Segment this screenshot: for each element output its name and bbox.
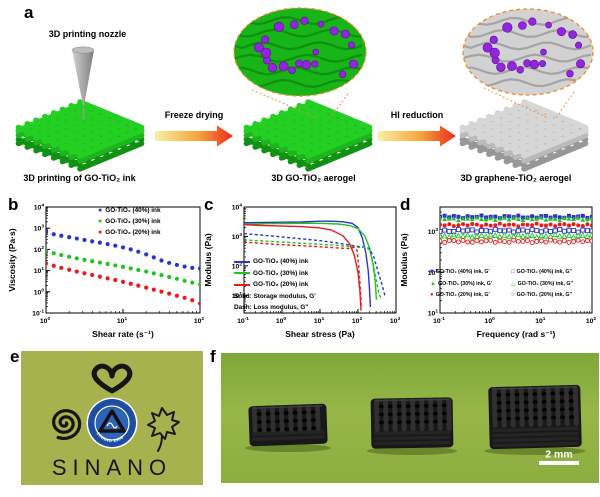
svg-text:10-1: 10-1 (237, 316, 249, 325)
svg-text:102: 102 (586, 316, 597, 325)
svg-text:103: 103 (34, 224, 45, 233)
chart-c-legend: GO-TiO₂ (40%) ink GO-TiO₂ (30%) ink GO-TiO… (234, 256, 316, 314)
photo-f-printed-aerogel-samples: 2 mm (221, 353, 599, 483)
freeze-drying-label: Freeze drying (164, 110, 224, 120)
printed-sinano-text: SINANO (52, 455, 172, 480)
legend-item: ● GO-TiO₂ (30%) ink (98, 218, 161, 225)
svg-text:102: 102 (428, 268, 439, 277)
panel-label-b: b (8, 195, 19, 214)
caption-go-tio2-aerogel: 3D GO-TiO₂ aerogel (271, 173, 356, 183)
hi-reduction-label: HI reduction (390, 110, 444, 120)
nozzle-label: 3D printing nozzle (48, 29, 127, 39)
svg-text:101: 101 (428, 309, 439, 318)
svg-text:Shear rate (s⁻¹): Shear rate (s⁻¹) (92, 329, 154, 339)
legend-note: Dash: Loss modulus, G" (234, 304, 309, 312)
svg-text:102: 102 (232, 261, 243, 270)
svg-text:10-1: 10-1 (32, 309, 44, 318)
svg-text:104: 104 (34, 203, 45, 212)
svg-text:103: 103 (428, 227, 439, 236)
svg-text:101: 101 (232, 291, 243, 300)
legend-item: ○ GO-TiO₂ (20%) ink, G" (511, 292, 573, 298)
chart-d-legend: ■ GO-TiO₂ (40%) ink, G' □ GO-TiO₂ (40%) ink… (430, 267, 593, 300)
caption-graphene-aerogel: 3D graphene-TiO₂ aerogel (460, 173, 572, 183)
legend-item: ▲ GO-TiO₂ (30%) ink, G' (430, 280, 493, 287)
svg-text:100: 100 (40, 316, 51, 325)
svg-text:Modulus (Pa): Modulus (Pa) (203, 233, 213, 287)
legend-item: GO-TiO₂ (30%) ink (234, 268, 316, 280)
svg-text:Viscosity (Pa·s): Viscosity (Pa·s) (7, 228, 17, 291)
panel-label-e: e (10, 347, 20, 366)
panel-label-d: d (400, 195, 411, 214)
legend-item: ● GO-TiO₂ (20%) ink (98, 229, 161, 236)
legend-note: Solid: Storage modulus, G' (234, 292, 316, 300)
chart-d-modulus-vs-frequency: 10-1 100 101 102 101 102 103 Frequency (rad s⁻¹… (399, 206, 597, 339)
svg-text:103: 103 (232, 232, 243, 241)
svg-text:102: 102 (34, 245, 45, 254)
svg-text:10-1: 10-1 (433, 316, 445, 325)
panel-label-c: c (204, 195, 214, 214)
svg-text:102: 102 (352, 316, 363, 325)
svg-text:101: 101 (314, 316, 325, 325)
svg-text:102: 102 (194, 316, 205, 325)
svg-text:Modulus (Pa): Modulus (Pa) (399, 233, 409, 287)
svg-text:104: 104 (232, 203, 243, 212)
legend-item: ● GO-TiO₂ (20%) ink, G' (430, 292, 490, 298)
scale-bar-label: 2 mm (545, 449, 572, 461)
legend-item: □ GO-TiO₂ (40%) ink, G" (511, 269, 573, 275)
svg-text:101: 101 (535, 316, 546, 325)
panel-label-a: a (24, 3, 34, 22)
panel-a-illustration (15, 7, 594, 172)
legend-item: GO-TiO₂ (40%) ink (234, 256, 316, 268)
legend-item: ● GO-TiO₂ (40%) ink (98, 207, 161, 214)
legend-item: ■ GO-TiO₂ (40%) ink, G' (430, 269, 490, 275)
svg-text:100: 100 (485, 316, 496, 325)
scale-bar (539, 461, 579, 465)
legend-item: GO-TiO₂ (20%) ink (234, 279, 316, 291)
svg-text:100: 100 (276, 316, 287, 325)
svg-text:100: 100 (34, 287, 45, 296)
svg-text:103: 103 (390, 316, 401, 325)
svg-text:101: 101 (34, 266, 45, 275)
chart-b-legend: ● GO-TiO₂ (40%) ink ● GO-TiO₂ (30%) ink ● GO-… (98, 205, 161, 238)
chart-c-modulus-vs-shear-stress: 10-1 100 101 102 103 101 102 103 104 Shear stress… (203, 203, 401, 340)
svg-text:Shear stress (Pa): Shear stress (Pa) (285, 329, 355, 339)
svg-text:Frequency (rad s⁻¹): Frequency (rad s⁻¹) (477, 329, 556, 339)
panel-label-f: f (210, 347, 216, 366)
caption-go-tio2-ink: 3D printing of GO-TiO₂ ink (23, 173, 136, 183)
svg-text:101: 101 (117, 316, 128, 325)
legend-item: △ GO-TiO₂ (30%) ink, G" (511, 280, 574, 287)
